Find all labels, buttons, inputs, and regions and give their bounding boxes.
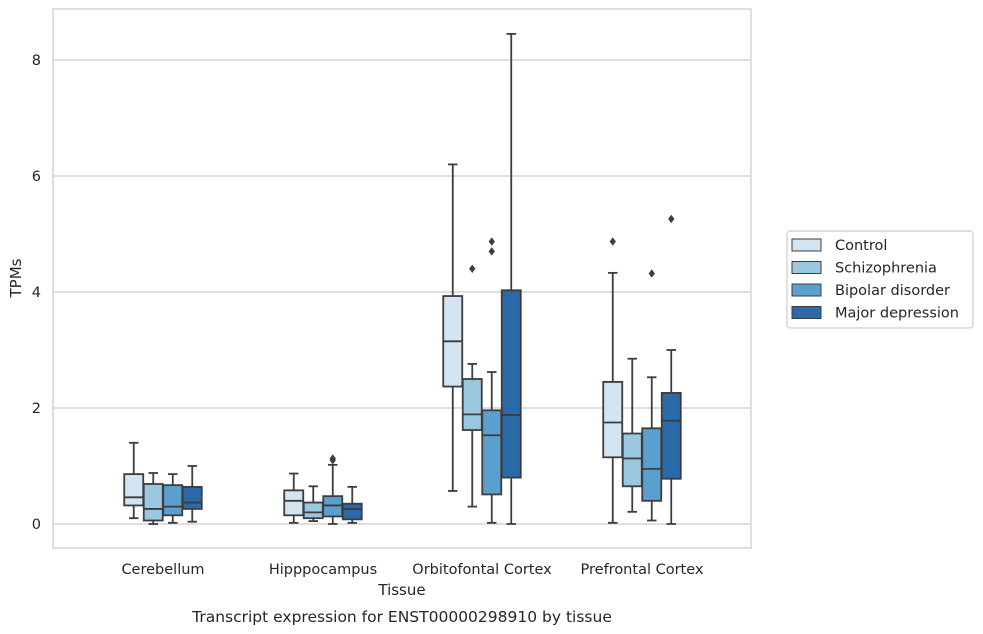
outlier-point — [488, 237, 495, 246]
plot-area-frame — [52, 8, 752, 549]
box — [142, 483, 164, 522]
outlier-point — [329, 454, 336, 463]
box-plot — [322, 454, 344, 525]
box-plot — [181, 465, 203, 523]
boxes — [123, 33, 682, 525]
x-tick-labels: Cerebellum Hipppocampus Orbitofontal Corte… — [121, 562, 703, 578]
x-tick-label: Cerebellum — [121, 562, 204, 578]
box — [660, 392, 682, 480]
legend-swatch — [791, 238, 822, 252]
box — [181, 485, 203, 510]
box-plot — [461, 264, 483, 508]
box — [500, 289, 522, 479]
box-plot — [481, 237, 503, 524]
legend-entry: Control — [835, 238, 887, 254]
x-axis-label: Tissue — [377, 581, 425, 599]
x-tick-label: Prefrontal Cortex — [581, 562, 704, 578]
box-plot — [660, 214, 682, 525]
y-tick-label: 4 — [32, 285, 41, 301]
box-plot — [302, 485, 324, 522]
legend-entry: Schizophrenia — [835, 261, 937, 277]
box-plot — [500, 33, 522, 525]
x-tick-label: Hipppocampus — [269, 562, 377, 578]
legend-swatch — [791, 306, 822, 319]
legend-swatch — [791, 283, 822, 297]
box — [123, 473, 145, 507]
outlier-point — [609, 237, 616, 246]
outlier-point — [488, 247, 495, 256]
box — [283, 489, 305, 517]
y-tick-label: 6 — [32, 169, 41, 185]
x-tick-label: Orbitofontal Cortex — [412, 562, 552, 578]
y-tick-labels: 0 2 4 6 8 — [32, 53, 41, 533]
outlier-point — [648, 269, 655, 278]
chart-caption: Transcript expression for ENST0000029891… — [191, 608, 612, 626]
legend-entry: Bipolar disorder — [835, 283, 950, 299]
outlier-point — [668, 214, 675, 224]
box-plot — [162, 473, 184, 524]
y-tick-label: 8 — [32, 53, 41, 69]
box-plot — [283, 472, 305, 524]
box — [302, 501, 324, 520]
y-tick-label: 0 — [32, 517, 41, 533]
box-plot — [123, 441, 145, 520]
y-axis-label: TPMs — [7, 258, 25, 298]
outlier-point — [469, 264, 476, 273]
box-plot — [602, 237, 624, 524]
box — [461, 378, 483, 431]
legend-swatch — [791, 261, 822, 274]
box — [602, 380, 624, 459]
y-tick-label: 2 — [32, 401, 41, 417]
box-plot — [341, 485, 363, 524]
legend-entry: Major depression — [835, 306, 959, 322]
box-plot — [621, 357, 643, 513]
box-plot — [442, 163, 464, 492]
box — [481, 409, 503, 496]
box-plot — [142, 472, 164, 525]
legend: Control Schizophrenia Bipolar disorder Majo… — [786, 230, 974, 329]
legend-frame — [786, 230, 974, 329]
gridlines — [53, 59, 751, 525]
box-plot — [641, 269, 663, 522]
box — [341, 502, 363, 521]
box — [621, 432, 643, 488]
box — [641, 427, 663, 502]
box — [162, 484, 184, 517]
